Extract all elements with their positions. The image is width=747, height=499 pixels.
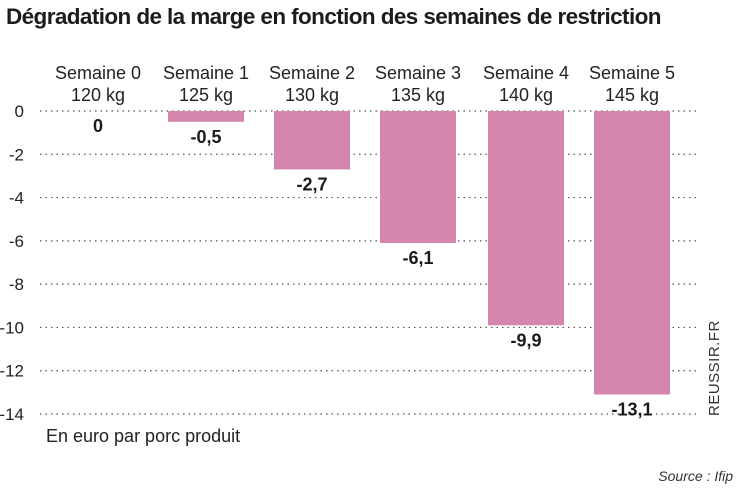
y-tick-label: -12 [0, 362, 24, 381]
category-weight-label: 140 kg [499, 85, 553, 105]
category-weight-label: 120 kg [71, 85, 125, 105]
category-label: Semaine 3 [375, 63, 461, 83]
value-labels: 0 -0,5 -2,7 -6,1 -9,9 -13,1 [93, 116, 653, 420]
category-weight-label: 135 kg [391, 85, 445, 105]
category-weight-label: 130 kg [285, 85, 339, 105]
y-tick-label: -6 [9, 232, 24, 251]
category-label: Semaine 5 [589, 63, 675, 83]
bar [488, 111, 564, 326]
bar [274, 111, 350, 170]
category-label: Semaine 2 [269, 63, 355, 83]
bars [168, 111, 670, 395]
y-axis-unit-label: En euro par porc produit [46, 426, 241, 446]
gridlines [40, 110, 700, 415]
bar [380, 111, 456, 244]
category-weight-label: 125 kg [179, 85, 233, 105]
chart-title: Dégradation de la marge en fonction des … [6, 4, 661, 29]
y-tick-label: -8 [9, 275, 24, 294]
y-tick-label: -10 [0, 318, 24, 337]
bar-value-label: -2,7 [296, 174, 327, 194]
bar-value-label: 0 [93, 116, 103, 136]
category-label: Semaine 1 [163, 63, 249, 83]
category-label: Semaine 4 [483, 63, 569, 83]
y-tick-label: -14 [0, 405, 24, 424]
bar-value-label: -6,1 [402, 248, 433, 268]
y-tick-label: -4 [9, 189, 24, 208]
y-tick-label: -2 [9, 145, 24, 164]
watermark: REUSSIR.FR [706, 320, 723, 416]
category-weight-label: 145 kg [605, 85, 659, 105]
y-axis: 0 -2 -4 -6 -8 -10 -12 -14 [0, 102, 24, 424]
bar-value-label: -0,5 [190, 127, 221, 147]
source-note: Source : Ifip [658, 468, 733, 484]
bar [168, 111, 244, 122]
bar-value-label: -13,1 [611, 400, 652, 420]
bar [594, 111, 670, 395]
category-label: Semaine 0 [55, 63, 141, 83]
y-tick-label: 0 [15, 102, 24, 121]
bar-value-label: -9,9 [510, 330, 541, 350]
